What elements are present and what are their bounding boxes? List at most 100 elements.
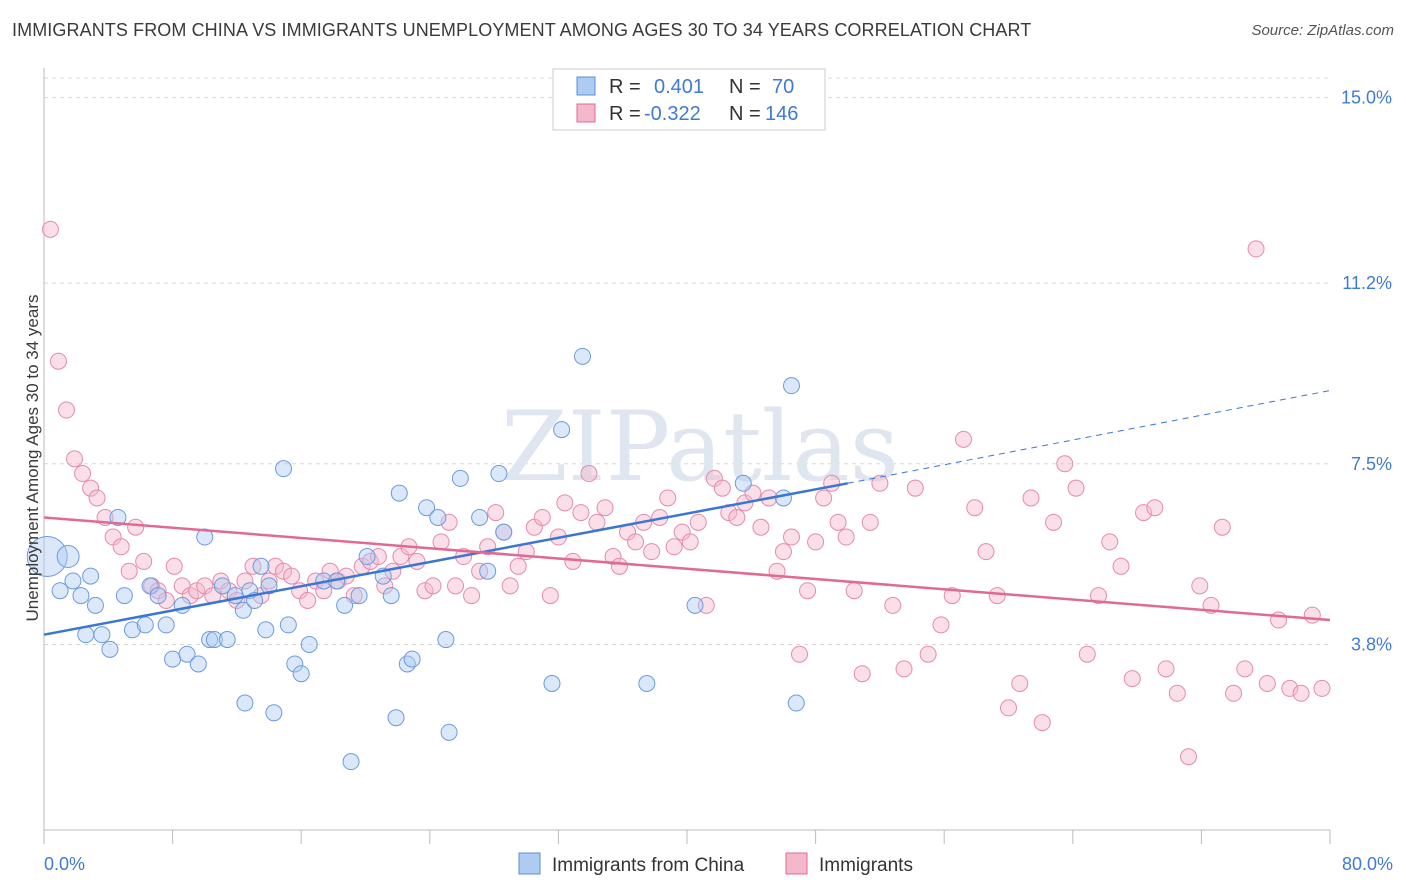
data-point-immigrants (713, 479, 731, 497)
data-point-immigrants-from-china (387, 709, 405, 727)
data-point-immigrants (135, 552, 153, 570)
data-point-immigrants (627, 533, 645, 551)
data-point-immigrants (1236, 660, 1254, 678)
data-point-immigrants-from-china (342, 753, 360, 771)
data-point-immigrants (580, 465, 598, 483)
data-point-immigrants (977, 543, 995, 561)
data-point-immigrants (815, 489, 833, 507)
data-point-immigrants (1247, 240, 1265, 258)
data-point-immigrants-from-china (213, 577, 231, 595)
data-point-immigrants (943, 587, 961, 605)
data-point-immigrants (299, 591, 317, 609)
data-point-immigrants (487, 504, 505, 522)
data-point-immigrants-from-china (201, 631, 219, 649)
data-point-immigrants (463, 587, 481, 605)
data-point-immigrants (1292, 684, 1310, 702)
data-point-immigrants-from-china (336, 596, 354, 614)
data-point-immigrants (853, 665, 871, 683)
data-point-immigrants (541, 587, 559, 605)
data-point-immigrants (919, 645, 937, 663)
data-point-immigrants (782, 528, 800, 546)
data-point-immigrants-from-china (638, 675, 656, 693)
data-point-immigrants-from-china (403, 650, 421, 668)
legend-r-label-immigrants: R = (609, 103, 641, 125)
data-point-immigrants-from-china (782, 377, 800, 395)
data-point-immigrants (807, 533, 825, 551)
data-point-immigrants (283, 567, 301, 585)
data-point-immigrants (1045, 513, 1063, 531)
data-point-immigrants (1281, 679, 1299, 697)
data-point-immigrants (665, 538, 683, 556)
data-point-immigrants (440, 513, 458, 531)
data-point-immigrants (236, 572, 254, 590)
bottom-legend-label-china: Immigrants from China (552, 855, 745, 876)
data-point-immigrants (752, 518, 770, 536)
data-point-immigrants (1135, 504, 1153, 522)
legend-n-value-immigrants: 146 (765, 103, 798, 125)
series-immigrants-from-china (26, 347, 805, 771)
data-point-immigrants (1000, 699, 1017, 717)
data-point-immigrants-from-china (451, 469, 469, 487)
y-axis-label: Unemployment Among Ages 30 to 34 years (23, 295, 42, 622)
data-point-immigrants (120, 562, 138, 580)
data-point-immigrants-from-china (418, 499, 436, 517)
data-point-immigrants (596, 499, 614, 517)
data-point-immigrants (1033, 714, 1051, 732)
x-tick-label: 0.0% (44, 854, 85, 874)
bottom-legend-swatch-immigrants (785, 852, 808, 875)
data-point-immigrants-from-china (265, 704, 283, 722)
legend-n-label-china: N = (729, 76, 761, 98)
data-point-immigrants-from-china (234, 601, 252, 619)
data-point-immigrants-from-china (123, 621, 141, 639)
data-point-immigrants-from-china (257, 621, 275, 639)
data-point-immigrants (572, 504, 590, 522)
data-point-immigrants (588, 513, 606, 531)
data-point-immigrants (1056, 455, 1074, 473)
data-point-immigrants (112, 538, 130, 556)
data-point-immigrants (564, 552, 582, 570)
data-point-immigrants-from-china (260, 577, 278, 595)
data-point-immigrants (1180, 748, 1198, 766)
data-point-immigrants-from-china (787, 694, 805, 712)
legend-n-label-immigrants: N = (729, 103, 761, 125)
data-point-immigrants (188, 582, 206, 600)
legend-swatch-immigrants (576, 103, 596, 123)
data-point-immigrants (74, 465, 92, 483)
data-point-immigrants (988, 587, 1006, 605)
data-point-immigrants-from-china (86, 596, 104, 614)
trend-line-china (43, 482, 848, 636)
data-point-immigrants-from-china (189, 655, 207, 673)
legend-r-value-immigrants: -0.322 (644, 103, 701, 125)
y-tick-label: 7.5% (1351, 454, 1392, 474)
legend-r-label-china: R = (609, 76, 641, 98)
trend-lines (43, 390, 1331, 636)
data-point-immigrants-from-china (350, 587, 368, 605)
data-point-immigrants (49, 352, 67, 370)
data-point-immigrants (906, 479, 924, 497)
chart-title: IMMIGRANTS FROM CHINA VS IMMIGRANTS UNEM… (12, 20, 1032, 40)
data-point-immigrants (165, 557, 183, 575)
data-point-immigrants-from-china (574, 347, 592, 365)
data-point-immigrants-from-china (734, 474, 752, 492)
y-tick-label: 3.8% (1351, 634, 1392, 654)
data-point-immigrants (41, 220, 59, 238)
data-point-immigrants-from-china (157, 616, 175, 634)
data-point-immigrants (1078, 645, 1096, 663)
bottom-legend-swatch-china (518, 852, 541, 875)
data-point-immigrants (604, 548, 622, 566)
data-point-immigrants (1022, 489, 1040, 507)
data-point-immigrants (1258, 675, 1276, 693)
data-point-immigrants-from-china (382, 587, 400, 605)
data-point-immigrants (556, 494, 574, 512)
data-point-immigrants-from-china (774, 489, 792, 507)
data-point-immigrants (610, 557, 628, 575)
data-point-immigrants (509, 557, 527, 575)
data-point-immigrants-from-china (26, 536, 68, 578)
bottom-legend-label-immigrants: Immigrants (819, 855, 913, 876)
data-point-immigrants (1225, 684, 1243, 702)
data-point-immigrants (1090, 587, 1108, 605)
data-point-immigrants-from-china (109, 508, 127, 526)
data-point-immigrants-from-china (275, 460, 293, 478)
data-point-immigrants-from-china (686, 596, 704, 614)
data-point-immigrants (1146, 499, 1164, 517)
